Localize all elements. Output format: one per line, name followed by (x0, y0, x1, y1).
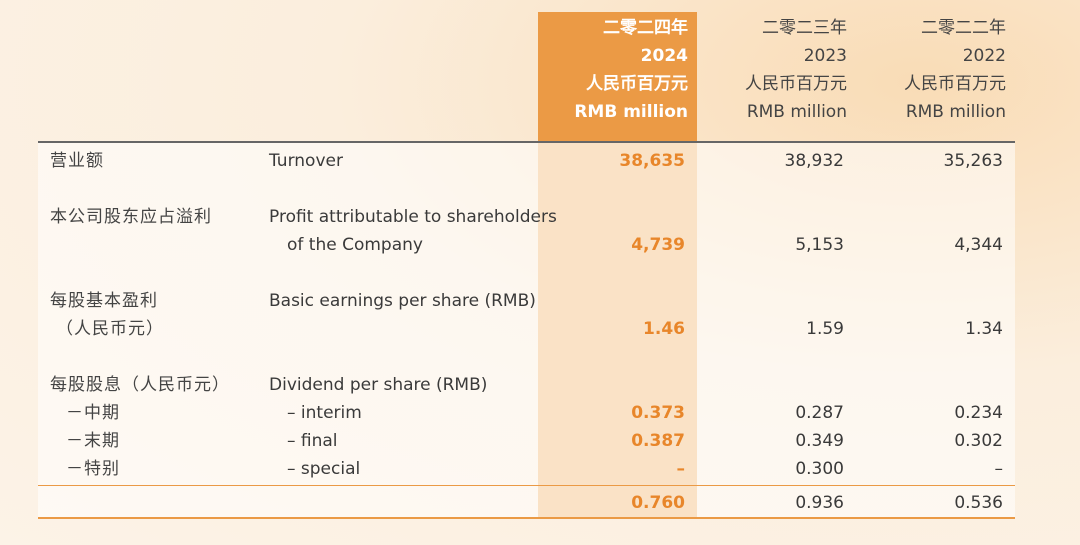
highlight-column-header (538, 12, 697, 142)
total-dividend-2024: 0.760 (631, 493, 685, 513)
header-2023-unit-zh: 人民币百万元 (745, 74, 847, 94)
header-2022-year: 2022 (962, 46, 1006, 66)
header-2023-year: 2023 (803, 46, 847, 66)
special-label-en: – special (287, 459, 361, 479)
profit-2024: 4,739 (631, 235, 685, 255)
header-2022-unit-zh: 人民币百万元 (904, 74, 1006, 94)
header-2023-zh-year: 二零二三年 (762, 18, 847, 38)
final-2024: 0.387 (631, 431, 685, 451)
interim-2022: 0.234 (954, 403, 1003, 423)
header-2022-unit-en: RMB million (905, 102, 1006, 122)
profit-2022: 4,344 (954, 235, 1003, 255)
dividend-label-zh: 每股股息（人民币元） (50, 375, 230, 395)
profit-label-en-line2: of the Company (287, 235, 423, 255)
special-2023: 0.300 (795, 459, 844, 479)
dividend-label-en: Dividend per share (RMB) (269, 375, 488, 395)
interim-2023: 0.287 (795, 403, 844, 423)
eps-label-en: Basic earnings per share (RMB) (269, 291, 536, 311)
header-divider (38, 141, 1015, 143)
turnover-label-zh: 营业额 (50, 151, 104, 171)
interim-2024: 0.373 (631, 403, 685, 423)
interim-label-zh: －中期 (66, 403, 120, 423)
special-2024: – (676, 459, 686, 479)
eps-2023: 1.59 (806, 319, 844, 339)
header-2022-zh-year: 二零二二年 (921, 18, 1006, 38)
total-dividend-2022: 0.536 (954, 493, 1003, 513)
header-2024-unit-en: RMB million (574, 102, 688, 122)
final-2022: 0.302 (954, 431, 1003, 451)
final-label-zh: －末期 (66, 431, 120, 451)
turnover-2024: 38,635 (619, 151, 685, 171)
profit-label-en-line1: Profit attributable to shareholders (269, 207, 557, 227)
eps-label-zh-line1: 每股基本盈利 (50, 291, 158, 311)
header-2024-zh-year: 二零二四年 (603, 18, 688, 38)
final-2023: 0.349 (795, 431, 844, 451)
profit-2023: 5,153 (795, 235, 844, 255)
table-bottom-rule (38, 517, 1015, 519)
interim-label-en: – interim (287, 403, 362, 423)
turnover-2022: 35,263 (943, 151, 1003, 171)
turnover-label-en: Turnover (269, 151, 343, 171)
table-body-background (38, 143, 1015, 519)
profit-label-zh: 本公司股东应占溢利 (50, 207, 212, 227)
subtotal-divider (38, 485, 1015, 486)
header-2023-unit-en: RMB million (746, 102, 847, 122)
header-2024-unit-zh: 人民币百万元 (586, 74, 688, 94)
header-2024-year: 2024 (640, 46, 688, 66)
eps-2024: 1.46 (643, 319, 685, 339)
total-dividend-2023: 0.936 (795, 493, 844, 513)
turnover-2023: 38,932 (784, 151, 844, 171)
eps-label-zh-line2: （人民币元） (56, 319, 164, 339)
special-2022: – (994, 459, 1004, 479)
eps-2022: 1.34 (965, 319, 1003, 339)
final-label-en: – final (287, 431, 338, 451)
special-label-zh: －特别 (66, 459, 120, 479)
